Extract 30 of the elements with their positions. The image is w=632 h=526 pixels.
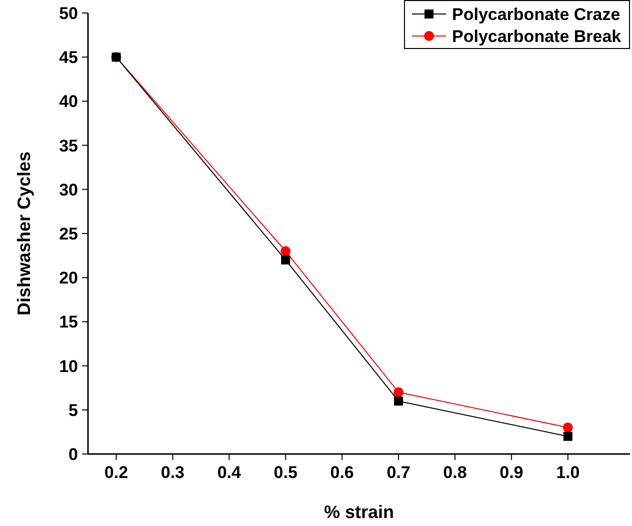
y-tick-label: 15 (59, 312, 78, 332)
y-tick-label: 35 (59, 136, 78, 156)
x-tick-label: 0.2 (104, 463, 128, 482)
point (563, 432, 572, 441)
y-tick-label: 0 (68, 444, 78, 464)
y-tick-label: 20 (59, 268, 78, 288)
x-tick-label: 0.5 (274, 463, 298, 482)
y-tick-label: 30 (59, 180, 78, 200)
point (281, 255, 290, 264)
x-axis-title: % strain (324, 502, 394, 522)
point (280, 246, 291, 256)
x-tick-label: 0.4 (217, 463, 242, 482)
x-tick-label: 0.7 (386, 463, 410, 482)
x-tick-label: 0.9 (500, 463, 524, 482)
y-tick-label: 45 (59, 48, 78, 68)
point (394, 396, 404, 406)
y-tick-label: 25 (59, 224, 78, 244)
x-tick-label: 0.6 (330, 463, 354, 482)
y-tick-label: 5 (68, 400, 78, 420)
legend-label: Polycarbonate Break (452, 26, 622, 46)
x-tick-label: 1.0 (556, 463, 580, 482)
point (562, 422, 573, 433)
legend-label: Polycarbonate Craze (452, 4, 620, 24)
point (394, 387, 404, 398)
x-tick-label: 0.3 (160, 463, 185, 482)
y-axis-title: Dishwasher Cycles (14, 151, 34, 316)
y-tick-label: 50 (59, 4, 78, 23)
x-tick-label: 0.8 (443, 463, 467, 482)
y-tick-label: 10 (59, 356, 78, 376)
y-tick-label: 40 (59, 92, 78, 112)
